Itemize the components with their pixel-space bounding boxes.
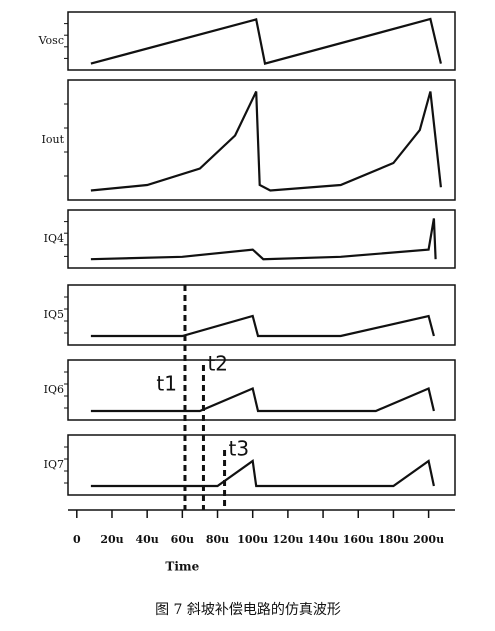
panel-label: IQ4 (44, 232, 64, 245)
panel-frame (67, 284, 456, 346)
x-tick-label: 40u (136, 533, 159, 546)
panel-label: Iout (42, 133, 65, 146)
marker-label: t1 (156, 372, 177, 396)
waveform (90, 17, 442, 65)
panel-frame (67, 11, 456, 71)
x-tick-label: 120u (272, 533, 303, 546)
x-tick-label: 80u (206, 533, 229, 546)
x-tick-label: 0 (73, 533, 81, 546)
marker-label: t3 (229, 437, 250, 461)
panel-label: IQ5 (44, 308, 64, 321)
panel-label: IQ6 (44, 383, 64, 396)
waveform (90, 459, 435, 488)
panel-label: IQ7 (44, 458, 64, 471)
waveform (90, 314, 435, 338)
panel-frame (67, 79, 456, 201)
waveform (90, 218, 437, 261)
x-tick-label: 60u (171, 533, 194, 546)
marker-label: t2 (207, 352, 228, 376)
caption: 图 7 斜坡补偿电路的仿真波形 (155, 602, 341, 618)
x-axis-label: Time (165, 560, 199, 574)
waveform (90, 91, 442, 192)
panel-label: Vosc (38, 34, 64, 47)
x-tick-label: 140u (308, 533, 339, 546)
panel-frame (67, 359, 456, 421)
panel-frame (67, 209, 456, 269)
panel-frame (67, 434, 456, 496)
x-tick-label: 100u (237, 533, 268, 546)
x-tick-label: 200u (413, 533, 444, 546)
x-tick-label: 160u (343, 533, 374, 546)
waveform (90, 386, 435, 413)
x-tick-label: 20u (100, 533, 123, 546)
x-tick-label: 180u (378, 533, 409, 546)
